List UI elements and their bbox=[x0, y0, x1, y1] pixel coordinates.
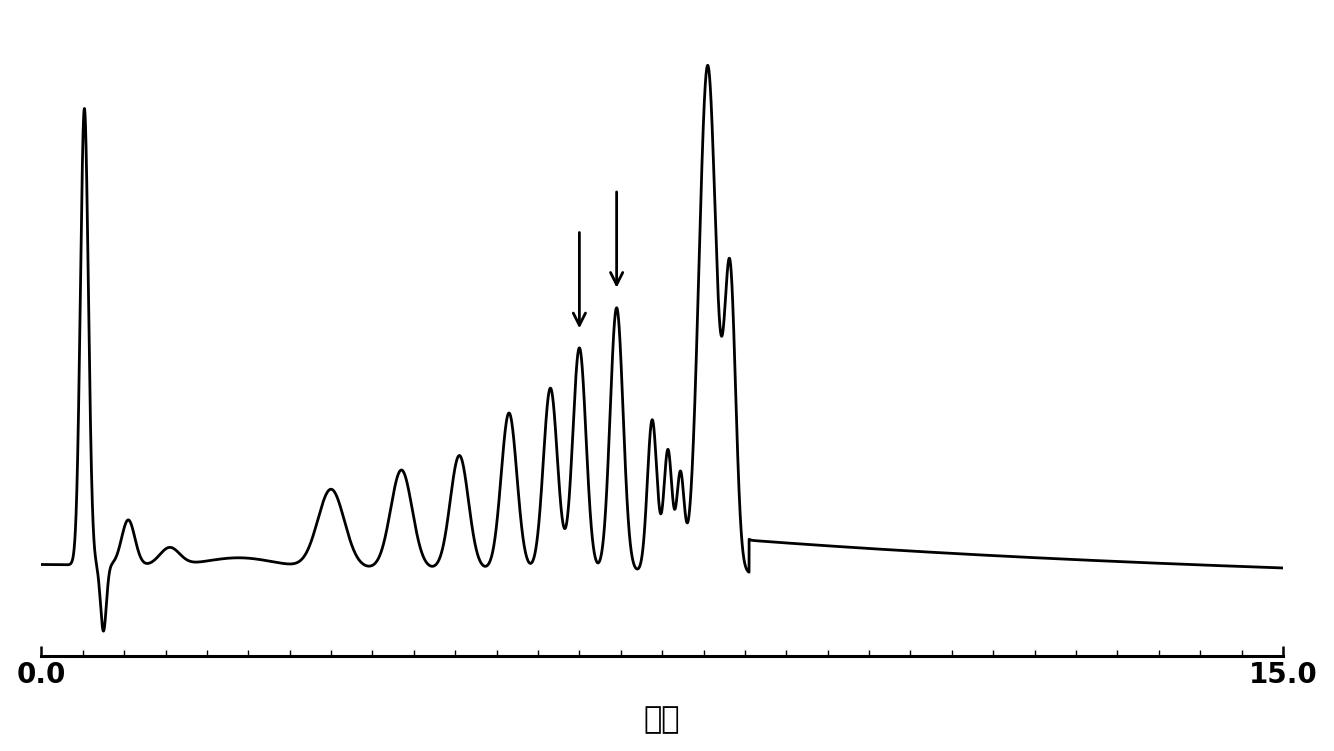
X-axis label: 分钟: 分钟 bbox=[644, 705, 680, 734]
